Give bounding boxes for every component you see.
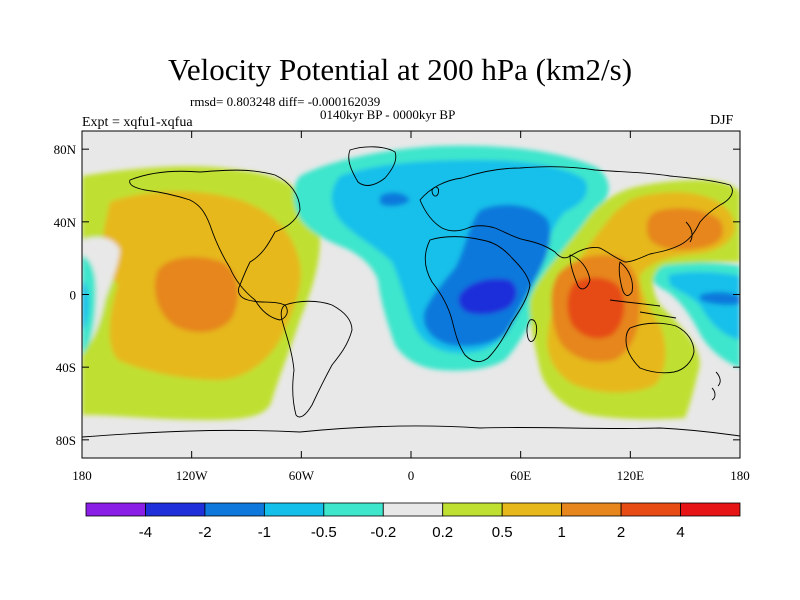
coastline-greenland: [348, 146, 397, 186]
contour-region-pos-1-indian-ocean: [646, 208, 724, 250]
contour-region-neutral-south-atlantic: [270, 380, 400, 458]
contour-region-neg-2-africa: [458, 278, 517, 315]
colorbar-swatch: [382, 502, 444, 517]
contour-region-neg-1-west-pacific: [700, 292, 740, 305]
colorbar-label: 0.2: [432, 524, 453, 541]
colorbar-swatch: [263, 502, 325, 517]
contour-region-neg-0.5-west-pacific: [668, 272, 740, 340]
season-label: DJF: [710, 113, 734, 128]
coastline-southeast-asia: [618, 261, 633, 296]
colorbar-label: 2: [617, 524, 625, 541]
colorbar-swatch: [85, 502, 146, 517]
lon-tick-label: 60E: [510, 468, 531, 483]
lat-tick-label: 0: [70, 288, 77, 303]
contour-region-pos-2-indonesia: [567, 277, 625, 339]
colorbar-label: -1: [258, 524, 271, 541]
coastlines: [82, 146, 740, 438]
colorbar-swatch: [145, 502, 206, 517]
experiment-label: Expt = xqfu1-xqfua: [82, 115, 193, 130]
colorbar-swatch: [323, 502, 384, 517]
colorbar-swatch: [204, 502, 265, 517]
lon-tick-label: 180: [730, 468, 750, 483]
lon-tick-label: 0: [408, 468, 415, 483]
lon-tick-label: 120W: [176, 468, 209, 483]
contour-region-neg-0.2-west-edge: [82, 255, 96, 355]
colorbar-label: -0.5: [311, 524, 337, 541]
lat-tick-label: 40N: [54, 215, 77, 230]
contour-region-neg-0.5-west-edge: [82, 280, 89, 330]
period-text: 0140kyr BP - 0000kyr BP: [320, 107, 456, 122]
colorbar-swatch: [680, 502, 741, 517]
map-title: Velocity Potential at 200 hPa (km2/s): [167, 52, 633, 87]
coastline-south-america: [280, 300, 353, 418]
contour-region-pos-1-pacific: [154, 257, 238, 333]
colorbar: -4 -2 -1 -0.5 -0.2 0.2 0.5 1 2 4: [85, 502, 741, 541]
coastline-japan: [685, 221, 693, 243]
colorbar-swatch: [561, 502, 622, 517]
lat-tick-label: 80S: [56, 433, 76, 448]
coastline-new-zealand: [711, 371, 721, 401]
coastline-africa: [424, 236, 531, 362]
contour-region-neg-1-north-atlantic: [380, 192, 410, 207]
colorbar-label: 4: [676, 524, 684, 541]
contour-field: [82, 145, 740, 458]
colorbar-swatch: [501, 502, 563, 517]
colorbar-label: -2: [198, 524, 211, 541]
coastline-europe-asia: [419, 166, 733, 263]
colorbar-swatch: [442, 502, 503, 517]
lon-tick-label: 60W: [289, 468, 315, 483]
colorbar-swatch: [620, 502, 681, 517]
map-axes: 180 120W 60W 0 60E 120E 180 80N 40N 0 40S 80S: [54, 131, 750, 483]
colorbar-label: -4: [139, 524, 152, 541]
coastline-madagascar: [526, 319, 538, 342]
coastline-australia: [625, 322, 695, 374]
coastline-india: [569, 254, 591, 290]
coastline-indonesia: [609, 299, 677, 319]
lat-tick-label: 80N: [54, 142, 77, 157]
colorbar-label: -0.2: [370, 524, 396, 541]
coastline-antarctica: [82, 425, 740, 438]
colorbar-label: 0.5: [492, 524, 513, 541]
contour-region-neg-1-africa: [423, 204, 551, 347]
lon-tick-label: 180: [72, 468, 92, 483]
lat-tick-label: 40S: [56, 360, 76, 375]
stats-text: rmsd= 0.803248 diff= -0.000162039: [190, 94, 381, 109]
coastline-british-isles: [431, 186, 439, 197]
coastline-north-america: [129, 169, 301, 321]
lon-tick-label: 120E: [617, 468, 645, 483]
colorbar-label: 1: [557, 524, 565, 541]
